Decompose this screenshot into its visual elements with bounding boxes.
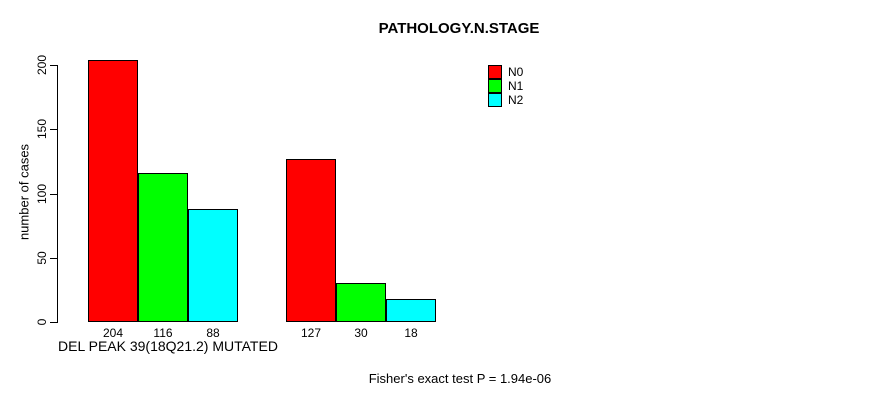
- y-tick-mark: [50, 194, 57, 195]
- y-tick-mark: [50, 65, 57, 66]
- bar-n1-group2: [336, 283, 386, 322]
- x-axis-label: DEL PEAK 39(18Q21.2) MUTATED: [58, 338, 278, 354]
- y-tick-mark: [50, 129, 57, 130]
- legend-swatch-n1: [488, 79, 502, 93]
- legend: N0 N1 N2: [488, 65, 523, 107]
- y-tick-label: 100: [35, 183, 49, 205]
- legend-item-n2: N2: [488, 93, 523, 107]
- y-tick-mark: [50, 322, 57, 323]
- bar-value-label: 116: [153, 326, 173, 340]
- bar-n1-group1: [138, 173, 188, 322]
- legend-swatch-n2: [488, 93, 502, 107]
- chart-title: PATHOLOGY.N.STAGE: [378, 20, 540, 37]
- y-tick-mark: [50, 258, 57, 259]
- y-tick-label: 150: [35, 118, 49, 140]
- bar-value-label: 204: [102, 326, 124, 340]
- y-tick-label: 50: [35, 251, 49, 265]
- y-axis-label: number of cases: [16, 143, 32, 241]
- bar-value-label: 30: [354, 326, 368, 340]
- legend-item-n0: N0: [488, 65, 523, 79]
- legend-label: N2: [508, 93, 524, 107]
- legend-label: N0: [508, 65, 524, 79]
- bar-value-label: 127: [300, 326, 322, 340]
- y-axis-line: [57, 65, 58, 323]
- bar-n0-group1: [88, 60, 138, 322]
- legend-item-n1: N1: [488, 79, 523, 93]
- bar-value-label: 88: [206, 326, 220, 340]
- y-tick-label: 200: [35, 54, 49, 76]
- legend-label: N1: [508, 79, 524, 93]
- bar-n2-group2: [386, 299, 436, 322]
- y-tick-label: 0: [35, 318, 49, 326]
- footer-text: Fisher's exact test P = 1.94e-06: [368, 371, 552, 386]
- bar-n2-group1: [188, 209, 238, 322]
- bar-n0-group2: [286, 159, 336, 322]
- legend-swatch-n0: [488, 65, 502, 79]
- bar-value-label: 18: [404, 326, 418, 340]
